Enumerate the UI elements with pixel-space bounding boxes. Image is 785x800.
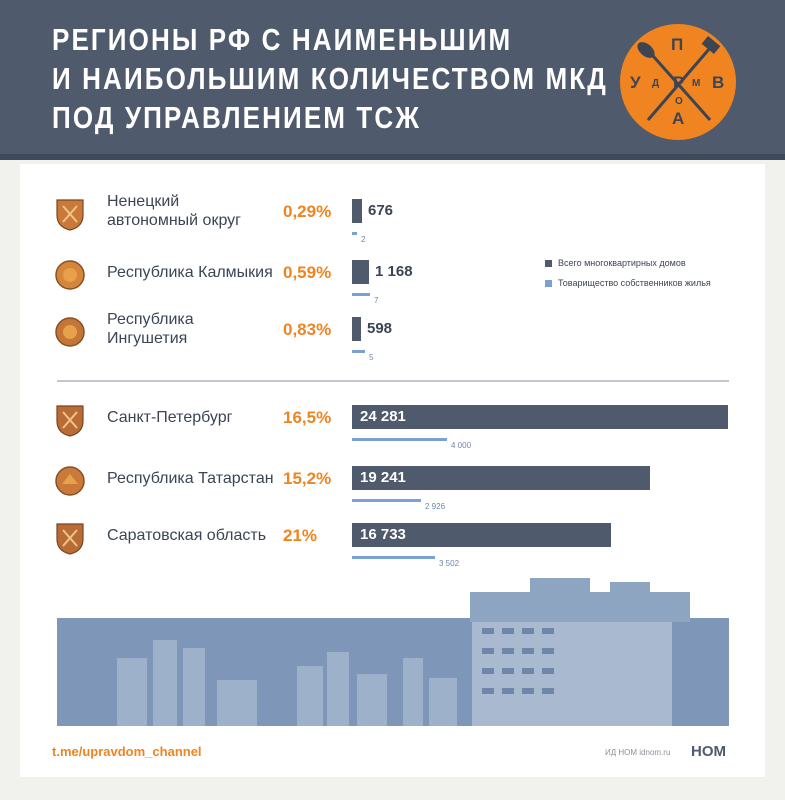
- total-mkd-label: 24 281: [360, 408, 406, 425]
- tsg-count-label: 5: [369, 353, 374, 362]
- tsg-share-value: 0,59%: [283, 263, 332, 282]
- total-mkd-label: 19 241: [360, 469, 406, 486]
- region-name: Ненецкий автономный округ: [107, 192, 241, 230]
- saint-petersburg-emblem-icon: [56, 405, 84, 437]
- bar-total-mkd: [352, 260, 369, 284]
- region-name-line: Ингушетия: [107, 330, 188, 347]
- tatarstan-emblem-icon: [55, 466, 85, 496]
- total-mkd-label: 676: [368, 202, 394, 219]
- logo-letter-u: У: [630, 73, 641, 92]
- city-skyline-illustration: [57, 618, 729, 726]
- kalmykia-emblem-icon: [55, 260, 85, 290]
- bar-total-mkd: [352, 466, 650, 490]
- legend-tsg-label: Товарищество собственников жилья: [558, 278, 711, 288]
- region-name-line: Республика Калмыкия: [107, 264, 273, 281]
- tsg-share-value: 15,2%: [283, 469, 332, 488]
- legend-total-label: Всего многоквартирных домов: [558, 258, 686, 268]
- tsg-share-value: 0,29%: [283, 202, 332, 221]
- tsg-share-value: 0,83%: [283, 320, 332, 339]
- bar-total-mkd: [352, 523, 611, 547]
- tsg-share-value: 21%: [283, 526, 318, 545]
- building-top-illustration: [470, 578, 690, 622]
- tsg-count-label: 7: [374, 296, 379, 305]
- region-name-line: Ненецкий: [107, 193, 180, 210]
- legend-tsg-swatch: [545, 280, 552, 287]
- tsg-count-label: 2: [361, 235, 366, 244]
- tsg-share-value: 16,5%: [283, 408, 332, 427]
- title-line-2: И НАИБОЛЬШИМ КОЛИЧЕСТВОМ МКД: [52, 61, 608, 96]
- region-name-line: Саратовская область: [107, 527, 267, 544]
- region-row: Санкт-Петербург 16,5%: [0, 398, 785, 462]
- bar-total-mkd: [352, 317, 361, 341]
- bar-tsg: [352, 293, 370, 296]
- logo-letter-r: Р: [673, 73, 685, 92]
- channel-link[interactable]: t.me/upravdom_channel: [52, 744, 202, 759]
- logo-letter-a: А: [672, 109, 685, 128]
- region-name: Республика Татарстан: [107, 469, 274, 488]
- region-row: Ненецкий автономный округ 0,29%: [0, 192, 785, 256]
- logo-letter-d: Д: [652, 78, 660, 89]
- group-divider: [57, 380, 729, 382]
- logo-letter-v: В: [712, 73, 725, 92]
- region-row: Саратовская область 21%: [0, 516, 785, 580]
- region-row: Республика Калмыкия 0,59%: [0, 253, 785, 317]
- bar-tsg: [352, 556, 435, 559]
- region-row: Республика Ингушетия 0,83%: [0, 310, 785, 374]
- legend-total-swatch: [545, 260, 552, 267]
- nenets-emblem-icon: [56, 199, 84, 231]
- pravo-logo: П У Д Р М В О А: [620, 24, 736, 140]
- region-name-line: автономный округ: [107, 212, 241, 229]
- bar-tsg: [352, 499, 421, 502]
- tsg-count-label: 3 502: [439, 559, 460, 568]
- title-line-3: ПОД УПРАВЛЕНИЕМ ТСЖ: [52, 100, 421, 135]
- bar-tsg: [352, 232, 357, 235]
- region-name-line: Республика: [107, 311, 194, 328]
- publisher-label: ИД НОМ idnom.ru: [605, 748, 671, 757]
- saratov-emblem-icon: [56, 523, 84, 555]
- hammer-broom-icon: [637, 36, 721, 121]
- header-banner: РЕГИОНЫ РФ С НАИМЕНЬШИМ И НАИБОЛЬШИМ КОЛ…: [0, 0, 785, 160]
- region-name: Республика Калмыкия: [107, 263, 273, 282]
- region-name: Республика Ингушетия: [107, 310, 194, 348]
- legend-total: Всего многоквартирных домов: [545, 258, 686, 268]
- bar-total-mkd: [352, 405, 728, 429]
- total-mkd-label: 598: [367, 320, 393, 337]
- legend-tsg: Товарищество собственников жилья: [545, 278, 711, 288]
- total-mkd-label: 16 733: [360, 526, 406, 543]
- region-name: Санкт-Петербург: [107, 408, 232, 427]
- region-name: Саратовская область: [107, 526, 266, 545]
- ingushetia-emblem-icon: [55, 317, 85, 347]
- bar-total-mkd: [352, 199, 362, 223]
- logo-letter-p: П: [671, 35, 684, 54]
- total-mkd-label: 1 168: [375, 263, 413, 280]
- logo-letter-o: О: [675, 96, 683, 107]
- region-name-line: Санкт-Петербург: [107, 409, 233, 426]
- tsg-count-label: 2 926: [425, 502, 446, 511]
- building-illustration: [57, 618, 729, 726]
- tsg-count-label: 4 000: [451, 441, 472, 450]
- region-name-line: Республика Татарстан: [107, 470, 274, 487]
- brand-logo: НОМ: [691, 743, 726, 760]
- bar-tsg: [352, 438, 447, 441]
- title-line-1: РЕГИОНЫ РФ С НАИМЕНЬШИМ: [52, 22, 513, 57]
- logo-letter-m: М: [692, 78, 701, 89]
- region-row: Республика Татарстан 15,2%: [0, 459, 785, 523]
- bar-tsg: [352, 350, 365, 353]
